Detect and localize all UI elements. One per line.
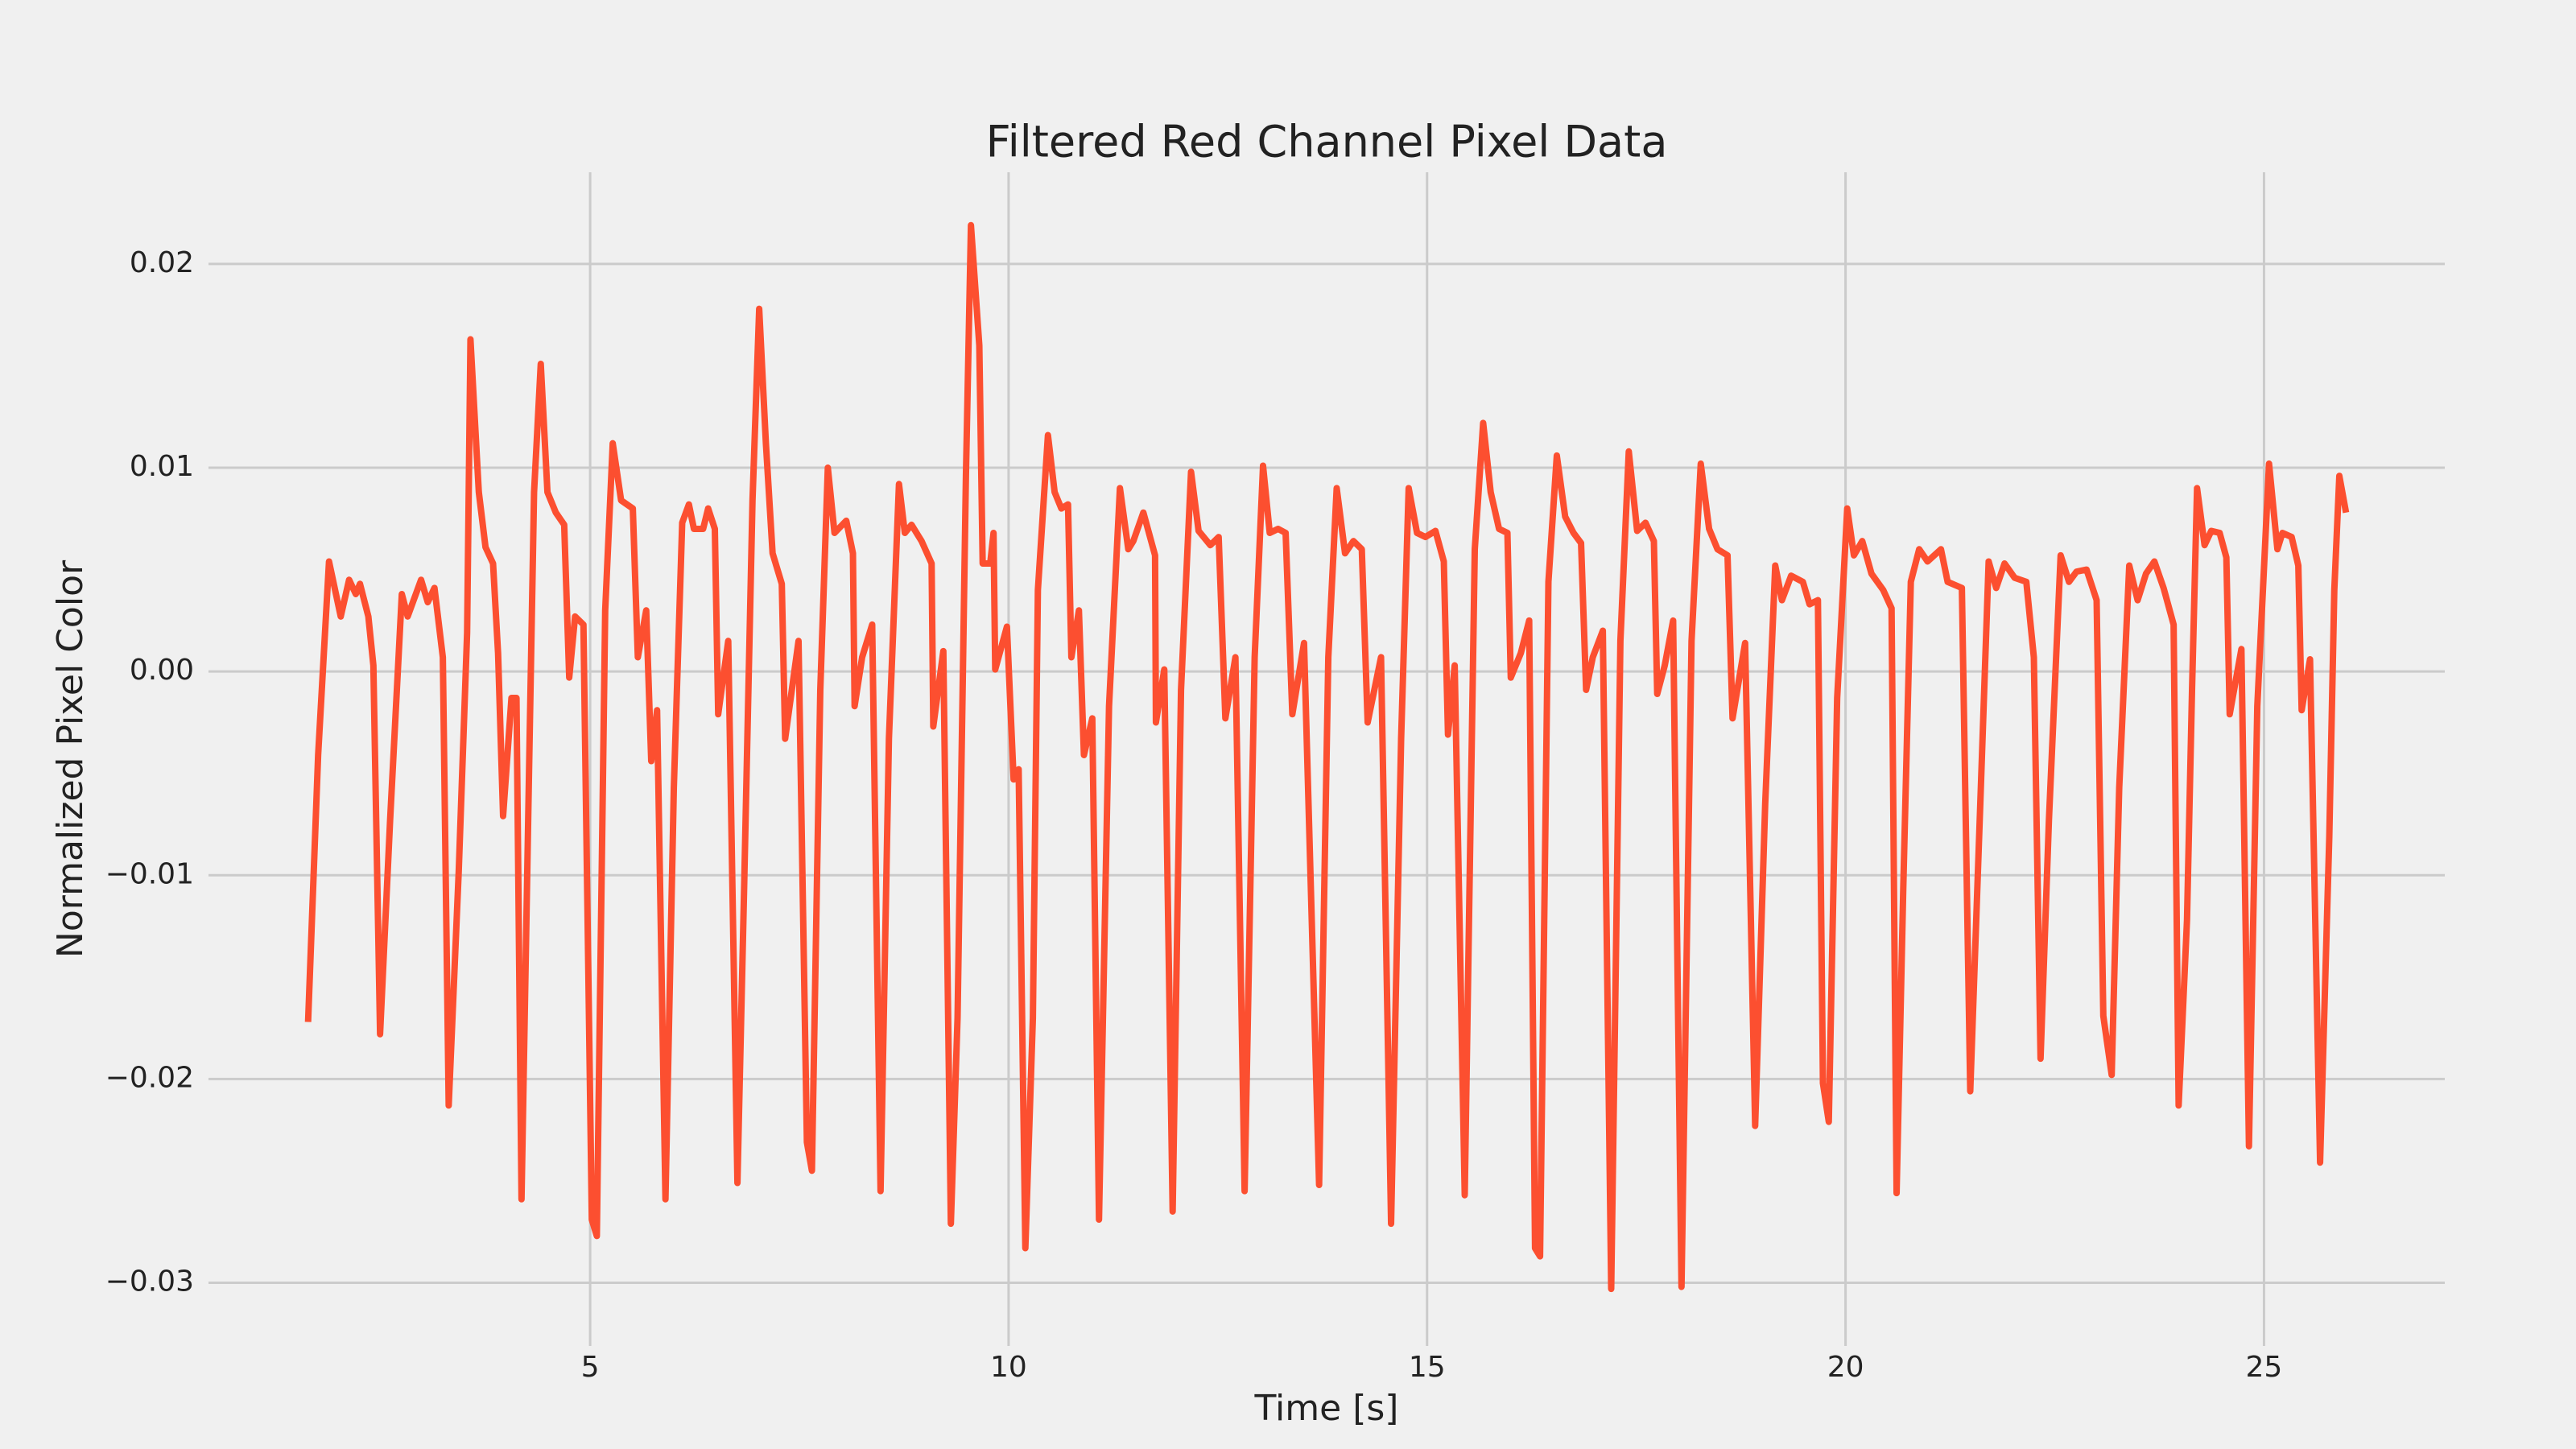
data-line [304,221,2350,1293]
y-tick-label: 0.02 [130,246,194,279]
y-tick-label: −0.03 [105,1265,194,1298]
x-axis-label: Time [s] [1254,1388,1399,1429]
plot-area [304,221,2350,1293]
y-tick-label: 0.01 [130,450,194,483]
x-tick-label: 10 [990,1351,1027,1384]
y-tick-label: −0.02 [105,1061,194,1094]
y-tick-label: −0.01 [105,857,194,890]
x-tick-label: 25 [2246,1351,2283,1384]
x-tick-label: 15 [1409,1351,1446,1384]
chart-title: Filtered Red Channel Pixel Data [986,117,1668,167]
y-axis-label: Normalized Pixel Color [50,559,91,958]
x-tick-label: 20 [1827,1351,1864,1384]
y-tick-label: 0.00 [130,654,194,687]
x-tick-label: 5 [581,1351,600,1384]
